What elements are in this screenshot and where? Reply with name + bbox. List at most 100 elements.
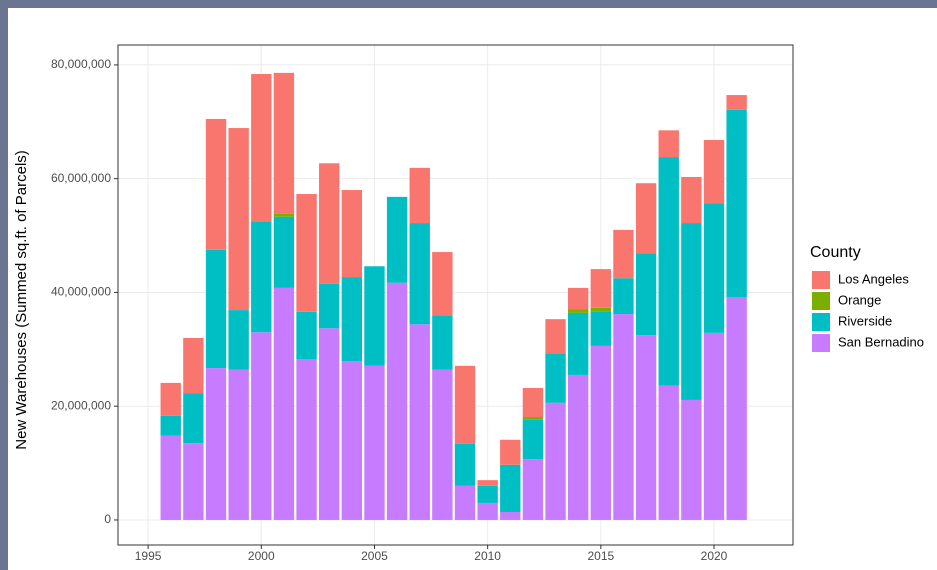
bar-segment [160,435,181,520]
bar-segment [432,369,453,520]
bar-segment [296,194,317,312]
bar-segment [341,361,363,520]
bar-segment [568,312,589,375]
bar-segment [432,315,453,370]
bar-segment [522,419,544,460]
bar-segment [522,417,544,420]
bar-segment [500,464,521,513]
bar-segment [613,229,634,279]
bar-segment [726,109,747,297]
bar-segment [432,252,453,316]
bar-segment [590,345,612,520]
bar-segment [296,311,317,359]
bar-segment [454,443,476,486]
bar-segment [681,399,702,520]
bar-segment [500,439,521,465]
bar-segment [205,118,227,250]
bar-segment [635,253,657,336]
y-tick-label: 80,000,000 [51,57,111,71]
bar-segment [386,196,408,283]
bar-segment [183,337,204,394]
bar-segment [273,72,295,214]
bar-segment [341,190,363,278]
bar-segment [703,139,725,204]
bar-segment [273,216,295,288]
bar-segment [183,393,204,444]
bar-segment [613,314,634,520]
legend-label: Los Angeles [838,271,909,286]
bar-segment [681,176,702,224]
bar-segment [251,221,272,333]
bar-segment [703,332,725,520]
legend-swatch [812,334,830,352]
bar-segment [613,278,634,315]
bar-segment [364,266,385,366]
bar-segment [726,95,747,110]
y-tick-label: 40,000,000 [51,285,111,299]
x-tick-label: 2020 [701,549,728,563]
bar-segment [183,443,204,520]
bar-segment [635,335,657,520]
bar-segment [319,283,340,329]
bar-segment [454,365,476,444]
bar-segment [681,223,702,400]
bar-segment [319,328,340,520]
bar-segment [658,130,679,158]
bar-segment [635,183,657,254]
bar-segment [409,167,430,224]
bar-segment [251,74,272,222]
x-tick-label: 2010 [474,549,501,563]
legend-swatch [812,292,830,310]
x-tick-label: 2000 [248,549,275,563]
bar-segment [386,282,408,520]
bar-segment [319,163,340,284]
x-tick-label: 1995 [135,549,162,563]
bar-segment [500,512,521,520]
bar-segment [590,307,612,312]
bar-segment [522,459,544,520]
bar-segment [273,213,295,217]
x-tick-label: 2005 [361,549,388,563]
y-tick-label: 0 [104,512,111,526]
bar-segment [160,382,181,416]
bar-segment [273,287,295,520]
legend-swatch [812,313,830,331]
bar-segment [590,311,612,346]
bar-segment [726,296,747,520]
plot-border [117,44,794,546]
bar-segment [409,324,430,520]
bar-segment [160,415,181,436]
bar-segment [590,269,612,308]
bar-segment [545,319,566,354]
y-tick-label: 20,000,000 [51,398,111,412]
bar-segment [658,385,679,520]
y-axis-title: New Warehouses (Summed sq.ft. of Parcels… [13,150,30,450]
bar-segment [454,485,476,520]
bar-segment [205,249,227,369]
bar-segment [364,365,385,520]
bar-segment [568,374,589,520]
bar-segment [522,388,544,418]
bar-segment [296,358,317,520]
x-tick-label: 2015 [587,549,614,563]
bar-segment [205,368,227,520]
bar-segment [545,353,566,403]
bar-segment [228,128,249,311]
bar-segment [477,485,498,503]
legend-label: San Bernadino [838,334,924,349]
bar-segment [251,332,272,520]
legend-label: Riverside [838,313,892,328]
bar-segment [477,502,498,520]
bar-segment [228,369,249,520]
y-tick-label: 60,000,000 [51,171,111,185]
bar-segment [341,277,363,362]
bar-segment [568,309,589,313]
bar-segment [477,480,498,486]
legend-label: Orange [838,292,881,307]
bar-segment [409,223,430,325]
legend-title: County [810,244,861,261]
bar-segment [658,157,679,386]
legend-swatch [812,271,830,289]
